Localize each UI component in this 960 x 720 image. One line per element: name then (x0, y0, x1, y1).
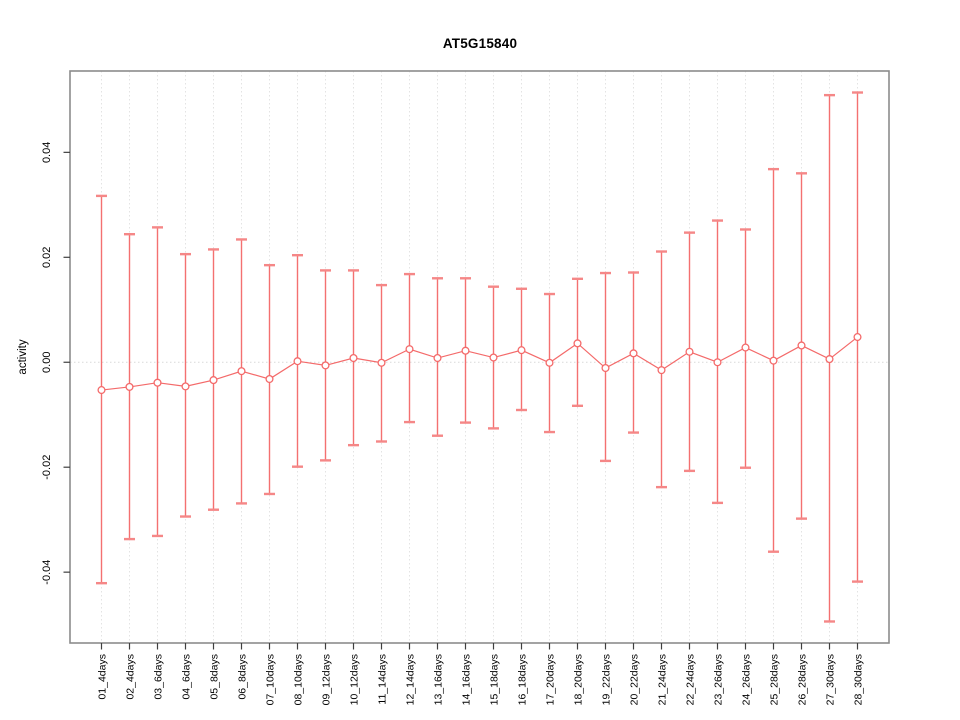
x-tick-label: 09_12days (320, 654, 332, 705)
data-point (545, 358, 554, 367)
x-tick-label: 01_4days (96, 654, 108, 700)
y-tick-label: -0.02 (41, 455, 53, 480)
data-point (461, 346, 470, 355)
x-tick-label: 11_14days (376, 654, 388, 705)
x-tick-label: 03_6days (152, 654, 164, 700)
x-tick-label: 18_20days (572, 654, 584, 705)
data-point (853, 333, 862, 342)
data-point (321, 361, 330, 370)
data-point (125, 382, 134, 391)
x-tick-label: 24_26days (740, 654, 752, 705)
data-point (265, 374, 274, 384)
data-point (97, 386, 106, 395)
data-point (769, 356, 778, 365)
x-tick-label: 20_22days (628, 654, 640, 705)
x-tick-label: 17_20days (544, 654, 556, 705)
data-point (657, 366, 666, 375)
plot-frame (69, 70, 890, 644)
data-point (797, 341, 806, 350)
x-tick-label: 07_10days (264, 654, 276, 705)
data-point (433, 353, 442, 363)
x-tick-label: 26_28days (796, 654, 808, 705)
data-point (825, 355, 834, 364)
x-tick-label: 02_4days (124, 654, 136, 700)
data-point (489, 353, 498, 362)
y-tick-label: 0.04 (41, 142, 53, 163)
x-tick-label: 28_30days (852, 654, 864, 705)
x-tick-label: 22_24days (684, 654, 696, 705)
x-tick-label: 25_28days (768, 654, 780, 705)
data-point (741, 343, 750, 352)
y-tick-label: -0.04 (41, 560, 53, 585)
x-tick-label: 23_26days (712, 654, 724, 705)
x-tick-label: 05_8days (208, 654, 220, 700)
x-tick-label: 15_18days (488, 654, 500, 705)
data-point (293, 357, 302, 366)
x-tick-label: 06_8days (236, 654, 248, 700)
data-point (573, 339, 582, 348)
x-tick-label: 12_14days (404, 654, 416, 705)
data-point (377, 358, 386, 367)
data-point (153, 378, 162, 387)
x-tick-label: 04_6days (180, 654, 192, 700)
y-axis-label: activity (17, 339, 29, 374)
data-point (237, 367, 246, 376)
x-tick-label: 21_24days (656, 654, 668, 705)
data-point (209, 376, 218, 385)
series-line (101, 336, 858, 391)
x-tick-label: 08_10days (292, 654, 304, 705)
data-point (405, 345, 414, 354)
data-point (629, 349, 638, 358)
data-point (601, 363, 610, 373)
data-point (349, 353, 358, 363)
x-tick-label: 13_16days (432, 654, 444, 705)
chart-title: AT5G15840 (442, 36, 518, 51)
x-tick-label: 27_30days (824, 654, 836, 705)
data-point (181, 382, 190, 391)
data-point (685, 347, 694, 356)
y-tick-label: 0.02 (41, 247, 53, 268)
x-tick-label: 10_12days (348, 654, 360, 705)
y-tick-label: 0.00 (41, 352, 53, 373)
x-tick-label: 16_18days (516, 654, 528, 705)
data-point (517, 346, 526, 355)
data-point (713, 358, 722, 367)
x-tick-label: 14_16days (460, 654, 472, 705)
x-tick-label: 19_22days (600, 654, 612, 705)
